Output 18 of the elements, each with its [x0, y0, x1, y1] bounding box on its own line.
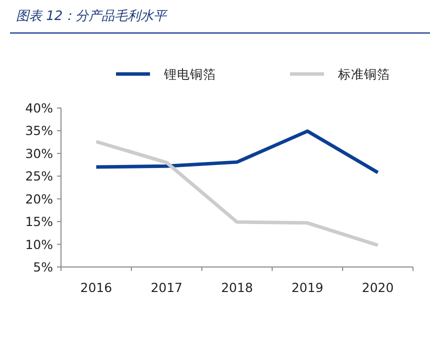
y-tick-label: 15%: [25, 214, 54, 230]
x-tick-label: 2019: [291, 280, 324, 295]
y-tick-label: 30%: [25, 146, 54, 161]
y-tick-label: 10%: [25, 236, 54, 252]
line-series: [94, 140, 380, 247]
legend-label: 标准铜箔: [337, 66, 390, 82]
x-tick-label: 2016: [80, 280, 112, 295]
x-tick-label: 2020: [362, 280, 394, 295]
y-tick-label: 40%: [25, 100, 54, 116]
y-tick-label: 35%: [25, 123, 54, 138]
x-tick-label: 2017: [150, 280, 183, 295]
y-tick-label: 5%: [33, 260, 54, 274]
y-tick-label: 20%: [25, 191, 54, 206]
legend-label: 锂电铜箔: [163, 66, 216, 82]
line-series: [94, 129, 380, 174]
x-tick-label: 2018: [221, 280, 253, 295]
y-tick-label: 25%: [25, 168, 54, 184]
chart-title: 图表 12：分产品毛利水平: [16, 9, 169, 24]
